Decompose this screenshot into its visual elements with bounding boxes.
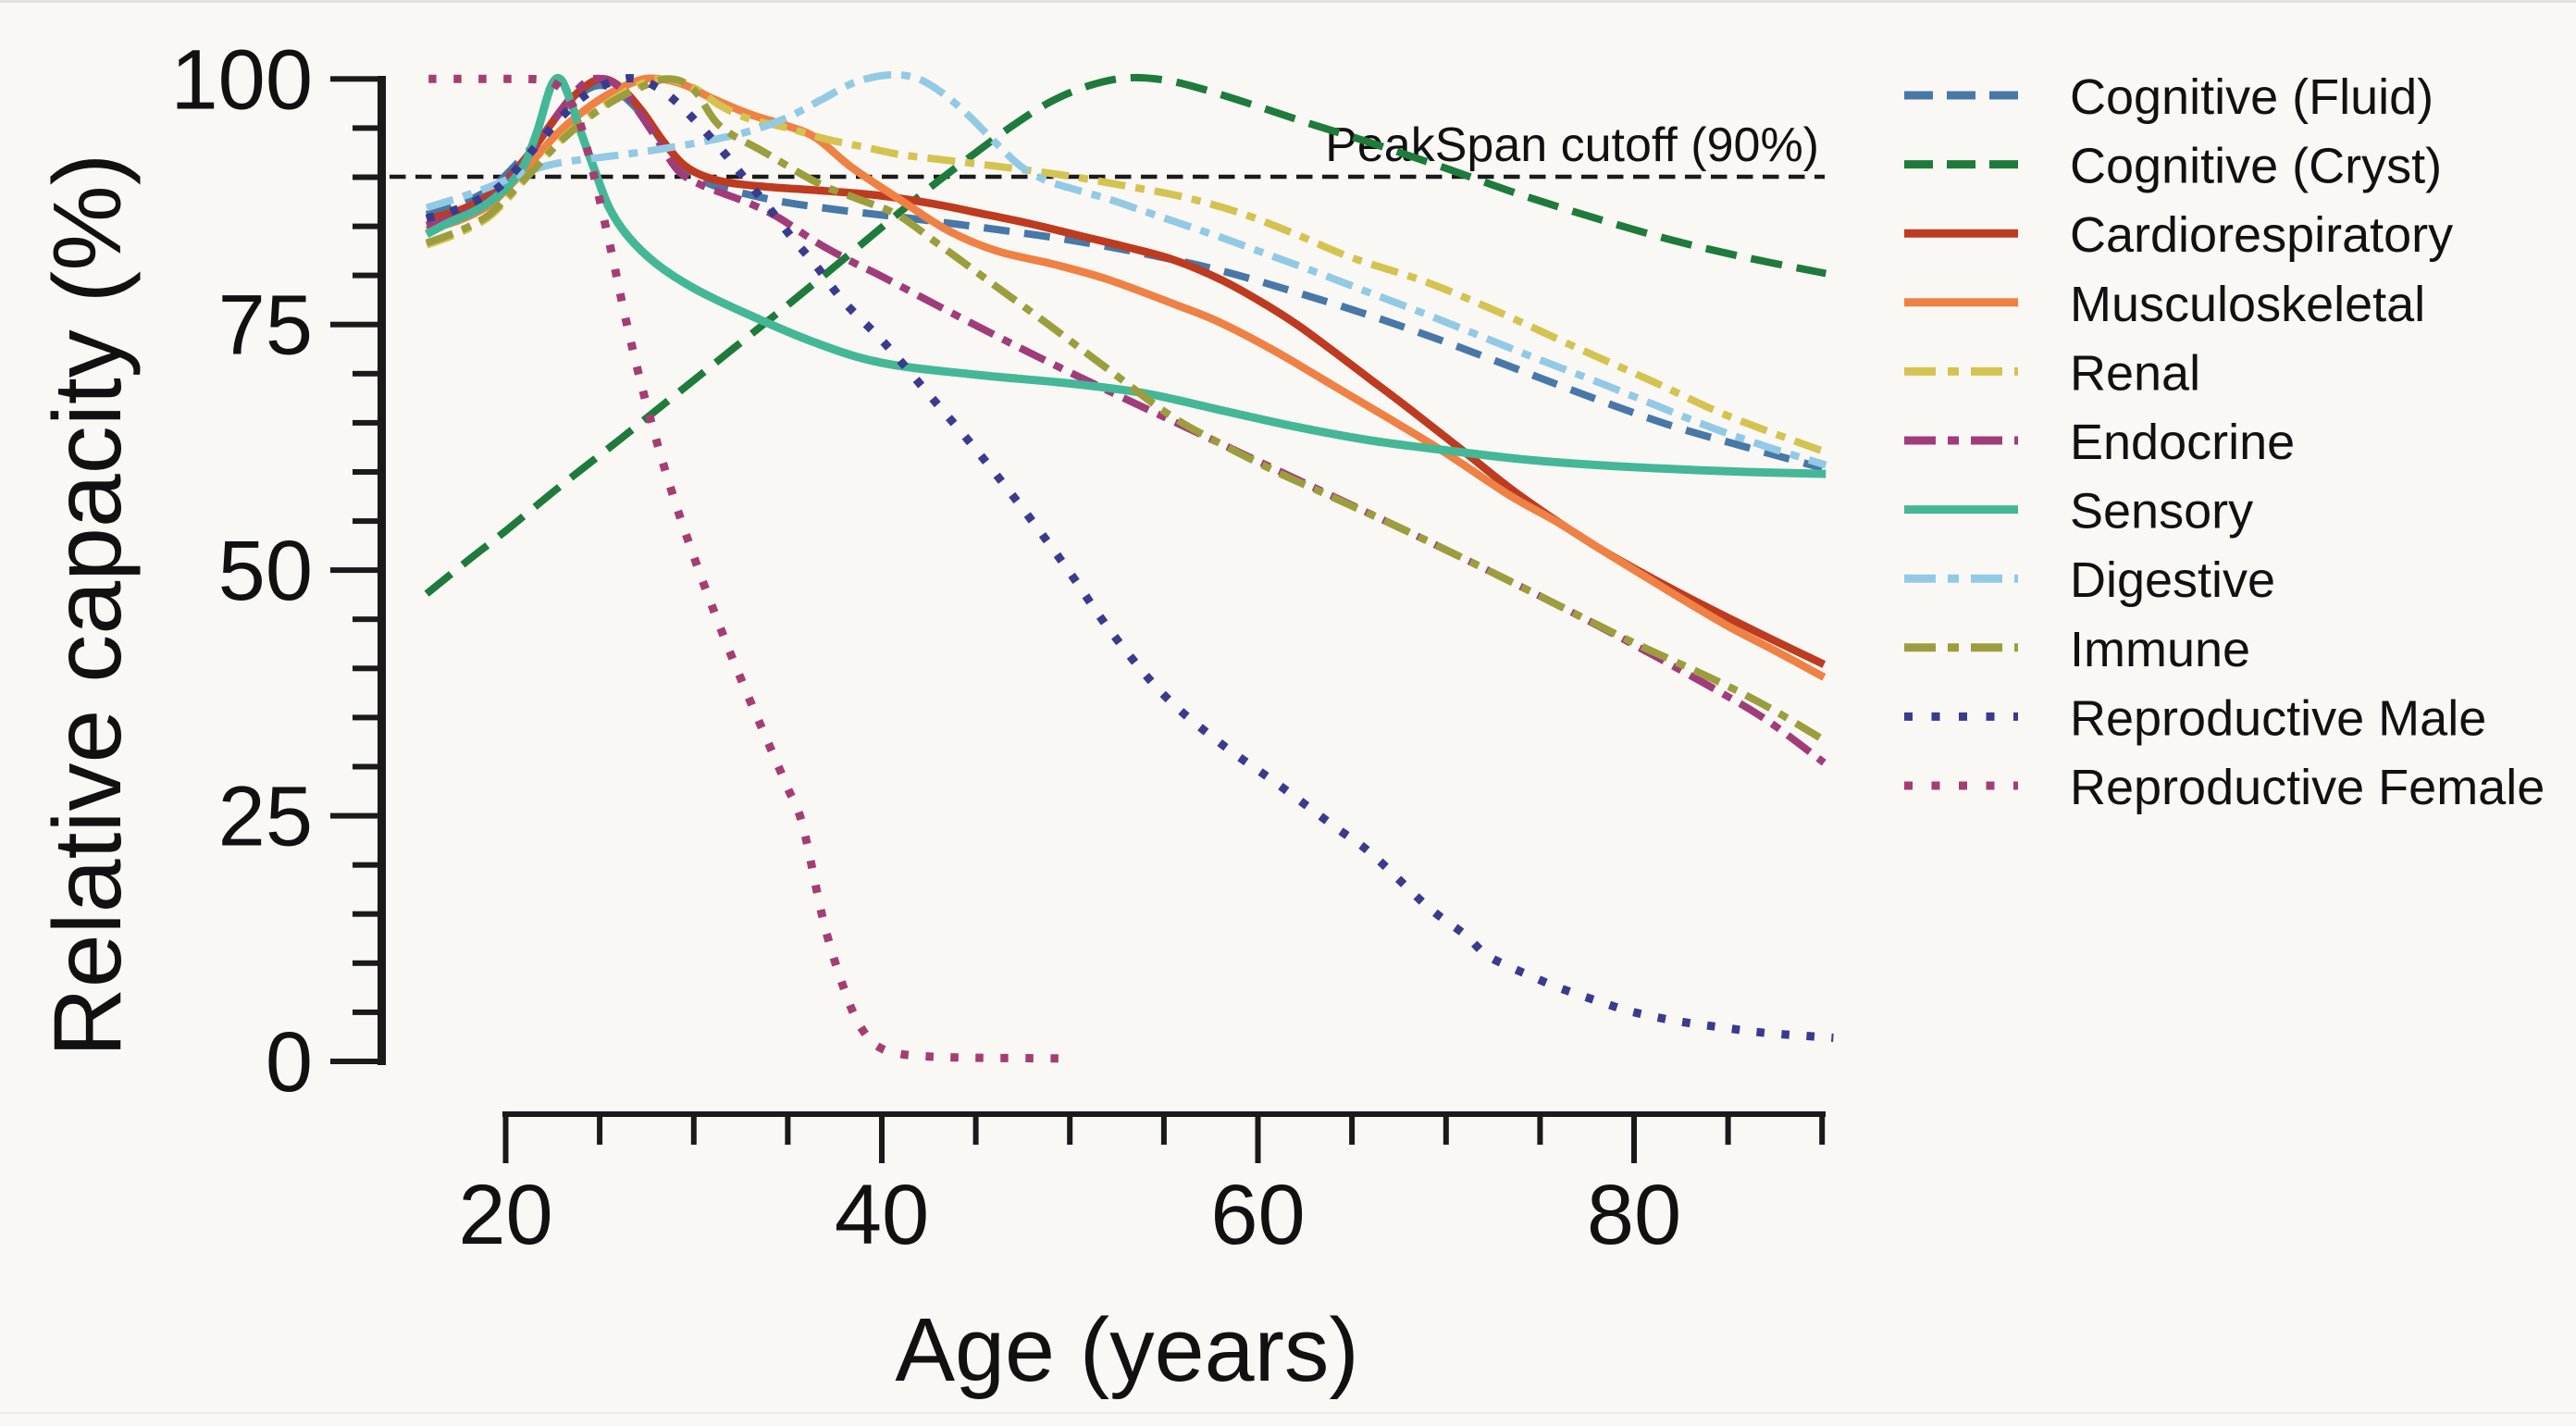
svg-text:Reproductive Male: Reproductive Male — [2070, 690, 2486, 746]
svg-text:80: 80 — [1587, 1168, 1681, 1262]
svg-text:75: 75 — [218, 279, 313, 373]
svg-text:Cognitive (Cryst): Cognitive (Cryst) — [2070, 139, 2442, 194]
svg-text:Reproductive Female: Reproductive Female — [2070, 760, 2545, 815]
svg-text:25: 25 — [218, 770, 313, 864]
svg-text:Relative capacity (%): Relative capacity (%) — [34, 154, 142, 1058]
svg-text:50: 50 — [218, 524, 313, 618]
svg-text:Cognitive (Fluid): Cognitive (Fluid) — [2070, 69, 2434, 125]
svg-text:PeakSpan cutoff (90%): PeakSpan cutoff (90%) — [1325, 118, 1819, 172]
svg-text:Cardiorespiratory: Cardiorespiratory — [2070, 207, 2453, 263]
svg-text:Immune: Immune — [2070, 622, 2250, 677]
svg-text:Age (years): Age (years) — [895, 1299, 1358, 1400]
svg-text:Musculoskeletal: Musculoskeletal — [2070, 277, 2425, 332]
svg-text:40: 40 — [835, 1168, 929, 1262]
svg-text:0: 0 — [266, 1015, 313, 1110]
svg-text:60: 60 — [1210, 1168, 1305, 1262]
svg-text:Digestive: Digestive — [2070, 552, 2275, 608]
svg-text:Renal: Renal — [2070, 345, 2200, 401]
svg-text:Sensory: Sensory — [2070, 484, 2253, 539]
svg-text:20: 20 — [458, 1168, 552, 1262]
svg-text:100: 100 — [171, 32, 314, 127]
svg-text:Endocrine: Endocrine — [2070, 415, 2295, 470]
